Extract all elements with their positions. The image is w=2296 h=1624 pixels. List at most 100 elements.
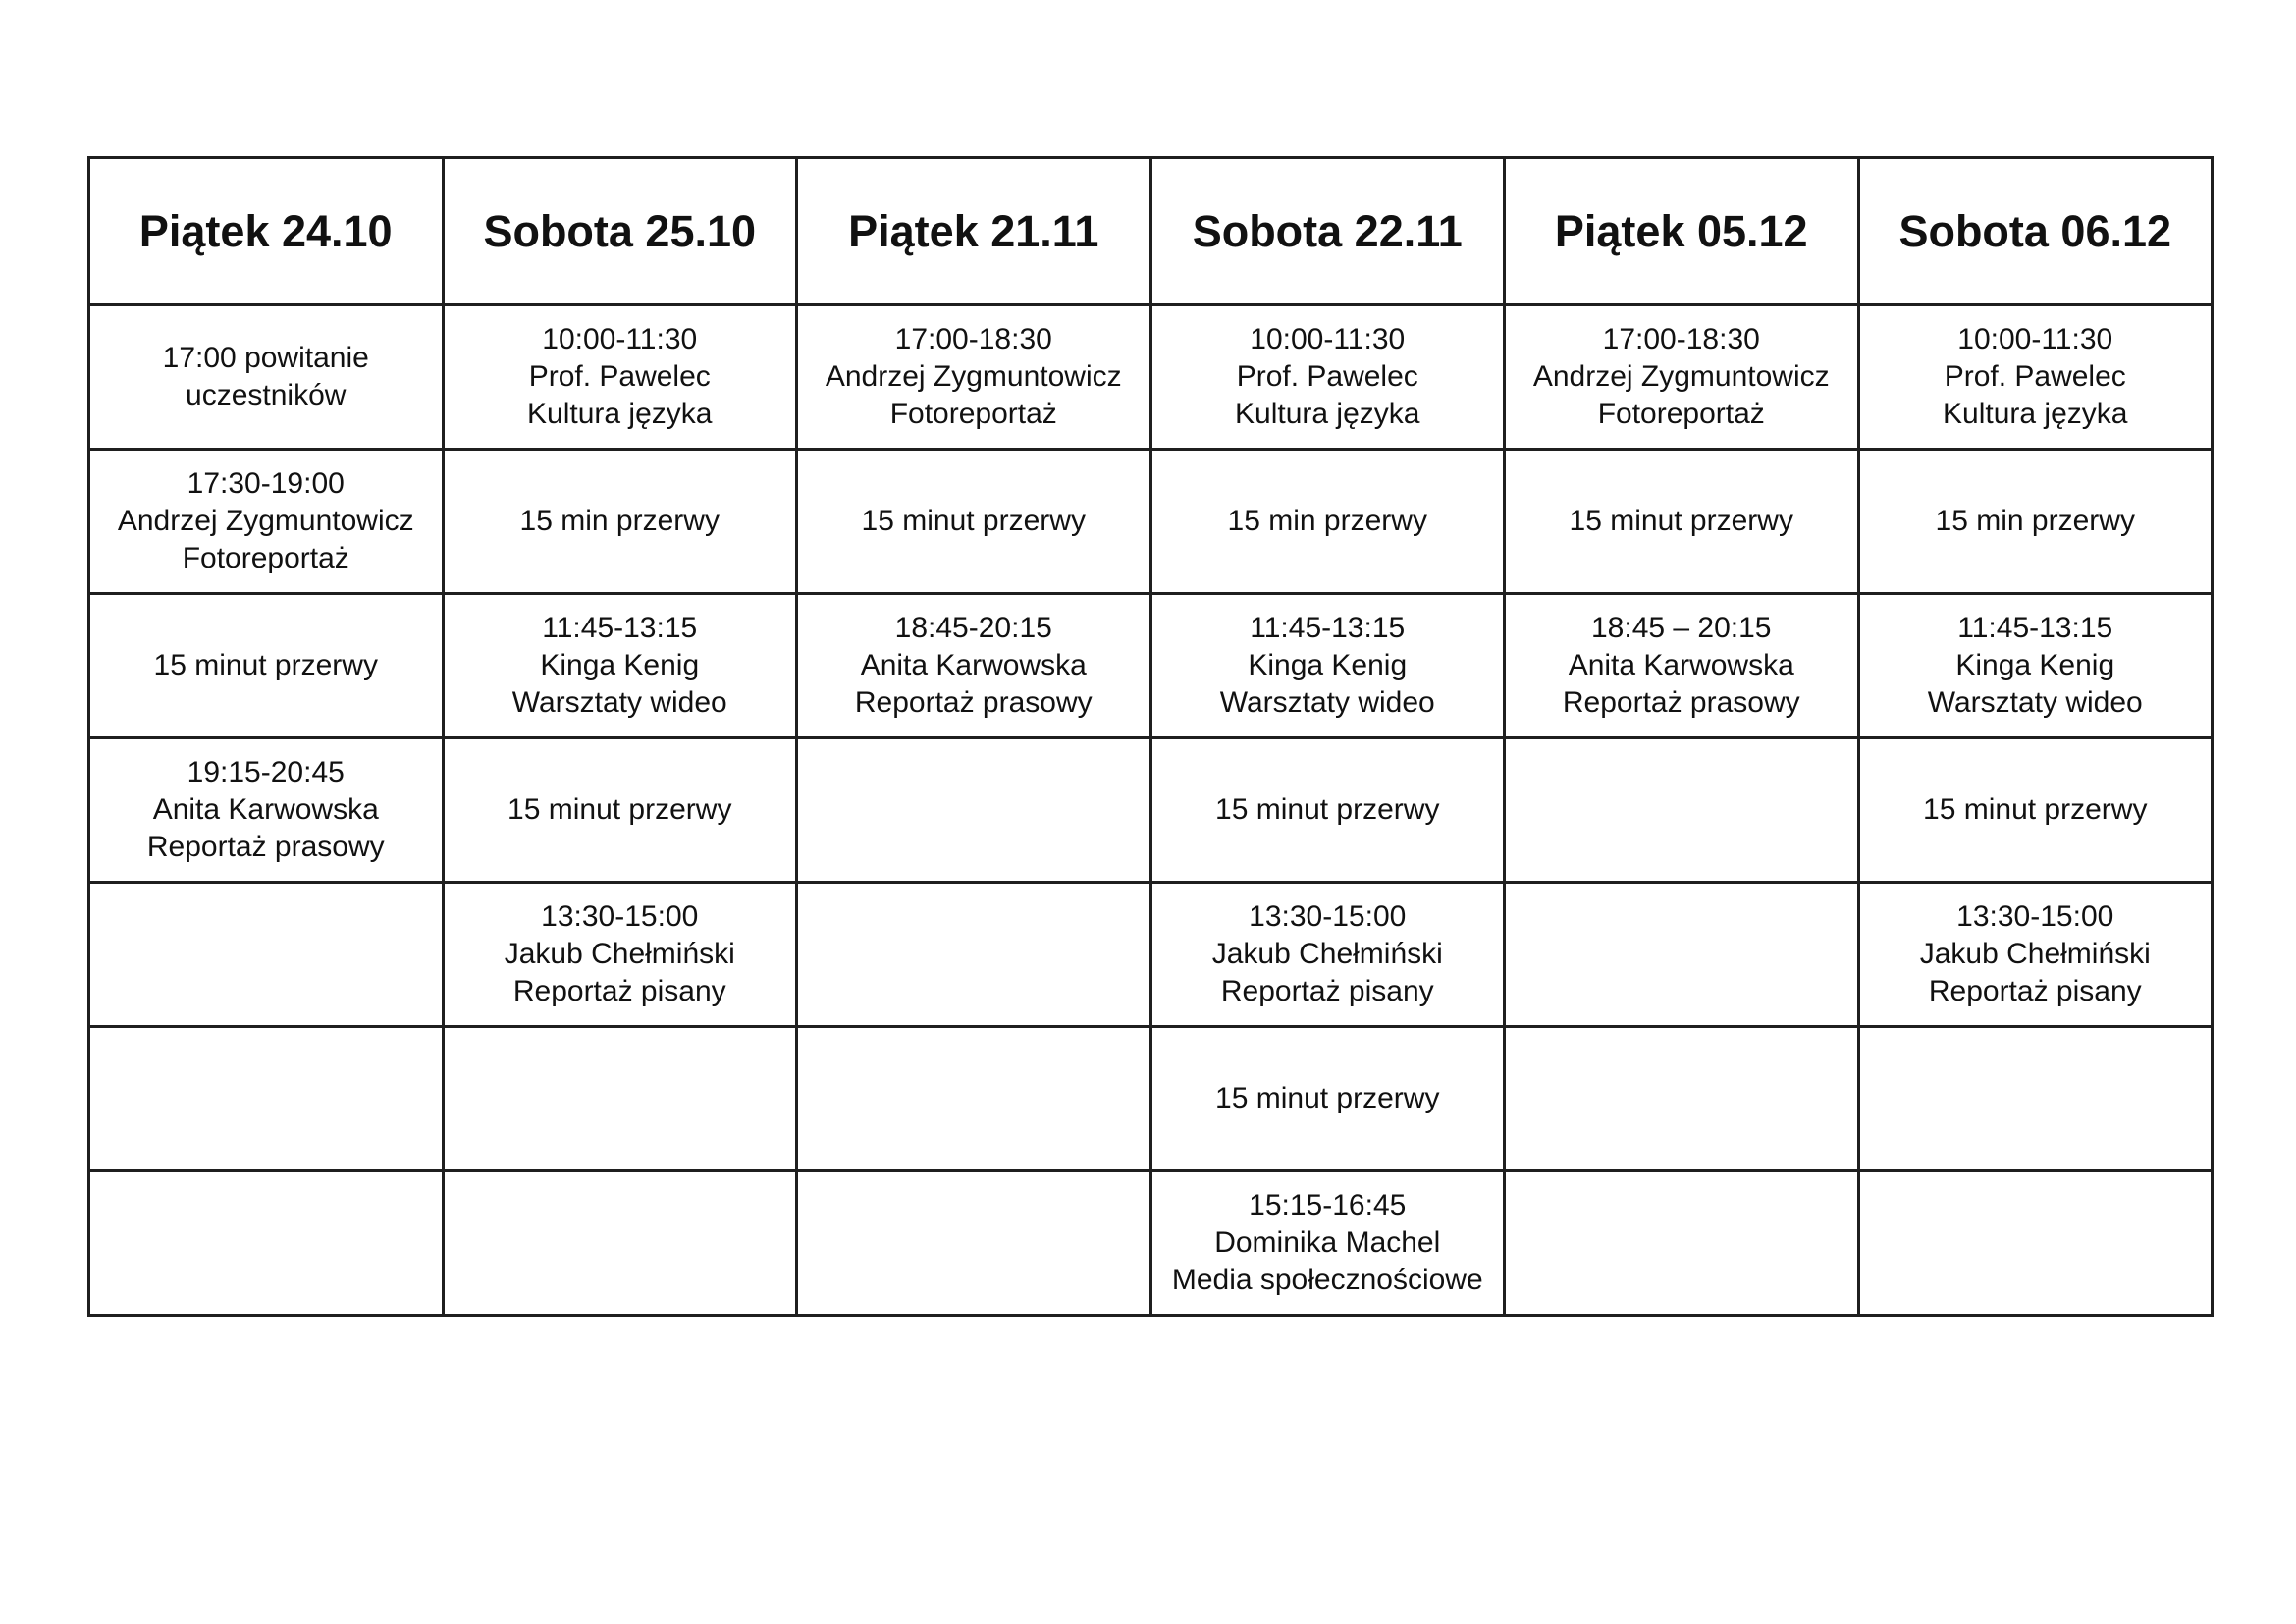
cell-line: Reportaż prasowy: [146, 831, 385, 863]
cell-line: Anita Karwowska: [1568, 649, 1794, 681]
cell-line: Kinga Kenig: [540, 649, 700, 681]
table-row: 15 minut przerwy: [87, 1025, 2214, 1172]
schedule-cell: 10:00-11:30 Prof. Pawelec Kultura języka: [441, 303, 798, 451]
cell-line: 15 min przerwy: [519, 505, 720, 537]
column-header-piatek-24-10: Piątek 24.10: [87, 156, 445, 306]
cell-line: 15 minut przerwy: [1215, 793, 1440, 826]
schedule-cell: [1856, 1025, 2214, 1172]
schedule-cell: [1503, 736, 1860, 884]
column-header-sobota-22-11: Sobota 22.11: [1148, 156, 1506, 306]
cell-line: Kinga Kenig: [1248, 649, 1408, 681]
cell-line: Jakub Chełmiński: [504, 938, 735, 970]
cell-line: Kultura języka: [1235, 398, 1420, 430]
cell-line: 15 minut przerwy: [861, 505, 1086, 537]
column-header-sobota-06-12: Sobota 06.12: [1856, 156, 2214, 306]
column-header-sobota-25-10: Sobota 25.10: [441, 156, 798, 306]
schedule-cell: 17:00-18:30 Andrzej Zygmuntowicz Fotorepor…: [795, 303, 1152, 451]
table-row: 17:30-19:00 Andrzej Zygmuntowicz Fotorepor…: [87, 448, 2214, 595]
column-header-piatek-21-11: Piątek 21.11: [795, 156, 1152, 306]
table-header-row: Piątek 24.10 Sobota 25.10 Piątek 21.11 S…: [87, 156, 2214, 306]
schedule-cell: [87, 881, 445, 1028]
schedule-cell: 15 minut przerwy: [1148, 1025, 1506, 1172]
cell-line: Jakub Chełmiński: [1211, 938, 1443, 970]
schedule-cell: 13:30-15:00 Jakub Chełmiński Reportaż pisa…: [1856, 881, 2214, 1028]
schedule-cell: [1503, 1025, 1860, 1172]
cell-line: 13:30-15:00: [1956, 900, 2114, 933]
schedule-cell: 10:00-11:30 Prof. Pawelec Kultura języka: [1148, 303, 1506, 451]
cell-line: Fotoreportaż: [889, 398, 1057, 430]
schedule-cell: [795, 1025, 1152, 1172]
schedule-cell: [441, 1025, 798, 1172]
cell-line: Dominika Machel: [1214, 1226, 1441, 1259]
schedule-cell: 15 minut przerwy: [1148, 736, 1506, 884]
schedule-cell: 15 minut przerwy: [795, 448, 1152, 595]
schedule-cell: [87, 1025, 445, 1172]
schedule-cell: [1856, 1169, 2214, 1317]
cell-line: 10:00-11:30: [542, 323, 698, 355]
schedule-cell: 11:45-13:15 Kinga Kenig Warsztaty wideo: [1148, 592, 1506, 739]
schedule-cell: 11:45-13:15 Kinga Kenig Warsztaty wideo: [1856, 592, 2214, 739]
cell-line: Reportaż pisany: [512, 975, 726, 1007]
cell-line: 18:45-20:15: [894, 612, 1052, 644]
schedule-cell: 13:30-15:00 Jakub Chełmiński Reportaż pisa…: [441, 881, 798, 1028]
schedule-cell: 15:15-16:45 Dominika Machel Media społeczn…: [1148, 1169, 1506, 1317]
schedule-cell: 11:45-13:15 Kinga Kenig Warsztaty wideo: [441, 592, 798, 739]
cell-line: Fotoreportaż: [1597, 398, 1765, 430]
table-row: 17:00 powitanie uczestników 10:00-11:30 Pro…: [87, 303, 2214, 451]
schedule-cell: [795, 736, 1152, 884]
schedule-cell: 19:15-20:45 Anita Karwowska Reportaż praso…: [87, 736, 445, 884]
schedule-cell: 15 min przerwy: [441, 448, 798, 595]
cell-line: Jakub Chełmiński: [1919, 938, 2151, 970]
schedule-cell: 10:00-11:30 Prof. Pawelec Kultura języka: [1856, 303, 2214, 451]
cell-line: 15:15-16:45: [1249, 1189, 1407, 1221]
cell-line: 11:45-13:15: [1957, 612, 2113, 644]
cell-line: Kinga Kenig: [1955, 649, 2115, 681]
cell-line: Warsztaty wideo: [1927, 686, 2143, 719]
cell-line: Andrzej Zygmuntowicz: [825, 360, 1122, 393]
table-row: 15 minut przerwy 11:45-13:15 Kinga Kenig Wa…: [87, 592, 2214, 739]
table-row: 19:15-20:45 Anita Karwowska Reportaż praso…: [87, 736, 2214, 884]
cell-line: 15 min przerwy: [1935, 505, 2135, 537]
cell-line: 15 minut przerwy: [1215, 1082, 1440, 1114]
cell-line: Reportaż prasowy: [1562, 686, 1800, 719]
cell-line: 15 min przerwy: [1227, 505, 1427, 537]
cell-line: 17:30-19:00: [187, 467, 345, 500]
cell-line: Andrzej Zygmuntowicz: [1532, 360, 1830, 393]
cell-line: Reportaż prasowy: [854, 686, 1093, 719]
schedule-header-row: Piątek 24.10 Sobota 25.10 Piątek 21.11 S…: [87, 156, 2214, 306]
cell-line: 15 minut przerwy: [153, 649, 378, 681]
schedule-cell: 18:45 – 20:15 Anita Karwowska Reportaż pra…: [1503, 592, 1860, 739]
cell-line: 11:45-13:15: [542, 612, 698, 644]
schedule-cell: 15 minut przerwy: [1856, 736, 2214, 884]
schedule-cell: 17:30-19:00 Andrzej Zygmuntowicz Fotorepor…: [87, 448, 445, 595]
schedule-cell: 15 minut przerwy: [87, 592, 445, 739]
cell-line: 15 minut przerwy: [1569, 505, 1793, 537]
schedule-body: 17:00 powitanie uczestników 10:00-11:30 Pro…: [87, 303, 2214, 1317]
cell-line: Kultura języka: [527, 398, 713, 430]
schedule-cell: [795, 881, 1152, 1028]
column-header-piatek-05-12: Piątek 05.12: [1503, 156, 1860, 306]
cell-line: 10:00-11:30: [1250, 323, 1406, 355]
schedule-cell: 15 min przerwy: [1856, 448, 2214, 595]
cell-line: Reportaż pisany: [1928, 975, 2142, 1007]
cell-line: Prof. Pawelec: [528, 360, 711, 393]
cell-line: Prof. Pawelec: [1236, 360, 1418, 393]
table-row: 13:30-15:00 Jakub Chełmiński Reportaż pisa…: [87, 881, 2214, 1028]
schedule-cell: [795, 1169, 1152, 1317]
table-row: 15:15-16:45 Dominika Machel Media społeczn…: [87, 1169, 2214, 1317]
cell-line: 15 minut przerwy: [507, 793, 732, 826]
cell-line: 15 minut przerwy: [1923, 793, 2148, 826]
schedule-table: Piątek 24.10 Sobota 25.10 Piątek 21.11 S…: [87, 156, 2214, 1317]
cell-line: Andrzej Zygmuntowicz: [117, 505, 414, 537]
cell-line: 10:00-11:30: [1957, 323, 2113, 355]
cell-line: Media społecznościowe: [1171, 1264, 1483, 1296]
cell-line: Warsztaty wideo: [1219, 686, 1435, 719]
schedule-cell: [1503, 1169, 1860, 1317]
cell-line: Fotoreportaż: [182, 542, 349, 574]
schedule-cell: 15 minut przerwy: [441, 736, 798, 884]
cell-line: 19:15-20:45: [187, 756, 345, 788]
schedule-cell: 17:00-18:30 Andrzej Zygmuntowicz Fotorepor…: [1503, 303, 1860, 451]
schedule-cell: 15 minut przerwy: [1503, 448, 1860, 595]
schedule-cell: 17:00 powitanie uczestników: [87, 303, 445, 451]
